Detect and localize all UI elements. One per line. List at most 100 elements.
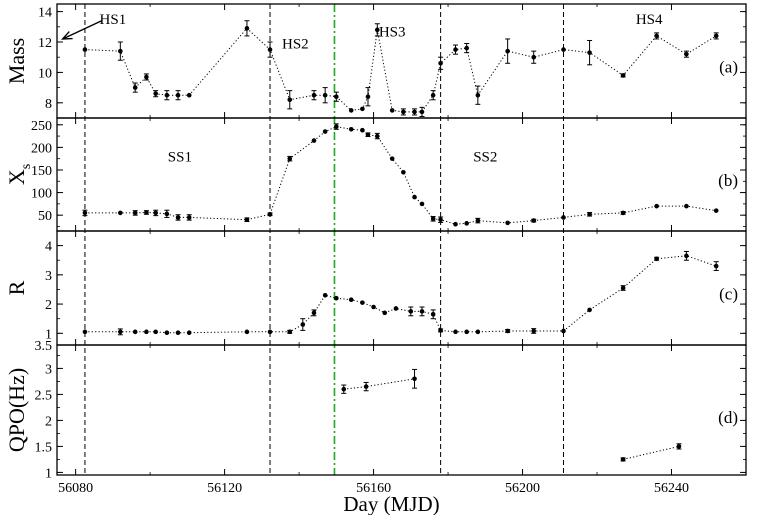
data-point-b <box>374 133 380 139</box>
data-point-c <box>164 330 170 336</box>
data-point-b <box>153 210 158 216</box>
data-point-c <box>244 329 250 335</box>
ylabel-text-c: R <box>4 280 29 295</box>
data-point-a <box>505 48 510 54</box>
data-point-c <box>620 285 626 291</box>
ylabel-text-d: QPO(Hz) <box>4 368 29 452</box>
panel-frame-d <box>56 344 747 476</box>
data-point-b <box>654 203 659 209</box>
ytick-label-b-0: 50 <box>38 209 52 224</box>
data-point-b <box>587 211 592 217</box>
data-point-b <box>186 215 192 220</box>
ytick-label-b-4: 250 <box>31 119 52 134</box>
panel-label-c: (c) <box>719 284 738 303</box>
data-point-c <box>175 330 181 336</box>
data-point-a <box>561 47 566 52</box>
xaxis-label: Day (MJD) <box>343 492 439 515</box>
data-point-a <box>244 26 250 31</box>
data-point-a <box>322 92 328 98</box>
series-line-d-0 <box>343 378 415 390</box>
ytick-label-d-1: 1.5 <box>35 440 53 455</box>
data-point-b <box>132 210 138 216</box>
data-point-b <box>684 203 689 209</box>
series-line-b-0 <box>84 126 717 225</box>
data-point-b <box>334 124 339 129</box>
ylabel-b: Xs <box>4 164 34 185</box>
data-point-a <box>389 108 395 113</box>
panel-label-b: (b) <box>718 171 738 190</box>
annotation-a-1: HS2 <box>282 37 309 53</box>
xtick-label-2: 56160 <box>356 481 391 496</box>
data-point-c <box>118 329 123 335</box>
annotation-arrow-head <box>60 31 73 40</box>
data-point-a <box>419 109 425 115</box>
data-point-a <box>132 85 138 90</box>
data-point-c <box>382 310 388 316</box>
data-point-b <box>620 210 626 216</box>
ytick-label-d-4: 3 <box>45 362 52 377</box>
annotation-a-0: HS1 <box>100 12 127 28</box>
data-point-c <box>186 330 192 336</box>
ytick-label-c-2: 3 <box>45 269 52 284</box>
data-point-a <box>438 60 443 66</box>
data-point-b <box>175 215 181 220</box>
data-point-a <box>118 48 123 54</box>
ytick-label-b-1: 100 <box>31 187 52 202</box>
data-point-b <box>430 216 436 222</box>
data-point-c <box>453 329 458 335</box>
ylabel-c: R <box>4 280 29 295</box>
data-point-a <box>412 109 417 115</box>
data-point-b <box>244 217 250 222</box>
data-point-c <box>267 329 273 335</box>
ytick-top-label-d: 3.5 <box>35 339 53 354</box>
ytick-label-a-1: 10 <box>38 66 52 81</box>
data-point-d <box>363 384 369 389</box>
ytick-label-a-3: 14 <box>38 6 52 21</box>
data-point-c <box>300 322 306 327</box>
data-point-a <box>311 92 317 98</box>
data-point-a <box>430 92 436 98</box>
data-point-c <box>684 253 689 259</box>
data-point-c <box>430 312 436 317</box>
data-point-a <box>365 94 371 100</box>
data-point-d <box>341 386 347 392</box>
annotation-b-1: SS2 <box>473 149 497 165</box>
panel-label-a: (a) <box>719 57 738 76</box>
data-point-c <box>360 300 365 305</box>
data-point-a <box>453 47 458 52</box>
data-point-b <box>401 169 406 175</box>
data-point-c <box>561 328 566 334</box>
ylabel-text-a: Mass <box>4 38 29 84</box>
data-point-a <box>713 33 719 39</box>
data-point-c <box>393 306 399 311</box>
vertical-lines-layer <box>84 4 565 475</box>
ylabel-a: Mass <box>4 38 29 84</box>
data-point-d <box>412 376 417 382</box>
ylabel-text-b: X <box>4 169 29 185</box>
data-point-a <box>464 45 469 51</box>
data-point-c <box>654 256 659 262</box>
data-point-a <box>401 109 406 115</box>
ylabel-sub-b: s <box>19 164 34 169</box>
data-point-a <box>267 47 273 52</box>
data-point-a <box>654 33 659 39</box>
data-point-b <box>713 208 719 213</box>
data-point-a <box>144 74 149 80</box>
data-point-c <box>713 263 719 269</box>
ytick-label-d-3: 2.5 <box>35 388 53 403</box>
data-point-b <box>419 201 425 207</box>
data-point-a <box>175 92 181 98</box>
data-point-b <box>82 210 88 216</box>
ytick-label-b-2: 150 <box>31 164 52 179</box>
data-point-a <box>587 50 592 55</box>
data-point-c <box>348 297 354 302</box>
series-line-d-1 <box>622 445 680 460</box>
data-point-b <box>531 218 537 223</box>
data-point-c <box>531 328 537 334</box>
data-point-c <box>322 293 328 298</box>
series-line-c-0 <box>84 255 717 334</box>
ytick-label-c-0: 1 <box>45 327 52 342</box>
data-point-c <box>334 295 339 301</box>
data-point-a <box>164 92 170 98</box>
